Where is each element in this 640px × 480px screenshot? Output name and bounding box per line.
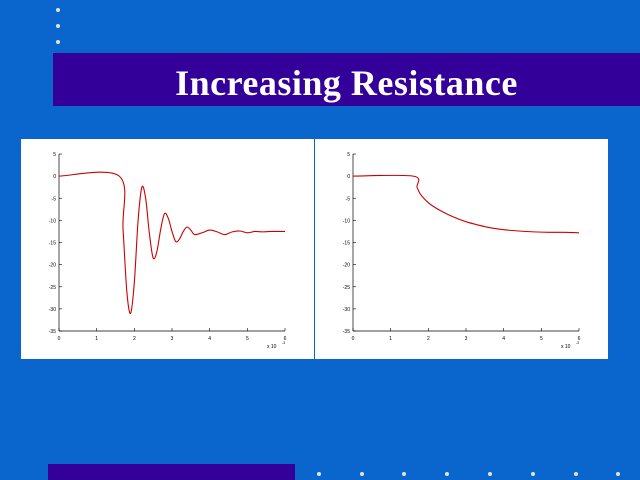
decor-dot-bottom	[531, 472, 535, 476]
x-tick-label: 4	[208, 336, 211, 342]
x-tick-label: 1	[389, 336, 392, 342]
decor-dot-top	[56, 40, 60, 44]
chart-right: 50-5-10-15-20-25-30-350 1 2 3 4 5 6x 10-3	[343, 152, 581, 350]
slide-title: Increasing Resistance	[175, 63, 518, 103]
x-multiplier-exponent: -3	[576, 341, 579, 345]
series-line-left	[58, 171, 285, 314]
y-tick-label: -10	[49, 218, 56, 224]
x-multiplier-label: x 10	[561, 344, 571, 350]
x-tick-label: 0	[58, 336, 61, 342]
y-tick-label: -20	[49, 263, 56, 269]
y-tick-label: 5	[53, 152, 56, 158]
x-multiplier-exponent: -3	[282, 341, 285, 345]
y-tick-label: -30	[49, 307, 56, 313]
decor-dot-bottom	[574, 472, 578, 476]
x-tick-label: 5	[540, 336, 543, 342]
y-tick-label: -15	[49, 241, 56, 247]
decor-dot-bottom	[445, 472, 449, 476]
y-tick-label: -35	[49, 329, 56, 335]
series-line-right	[352, 174, 580, 234]
x-tick-label: 1	[95, 336, 98, 342]
y-tick-label: -10	[343, 218, 350, 224]
title-band: Increasing Resistance	[53, 53, 640, 106]
y-tick-label: 0	[347, 174, 350, 180]
x-tick-label: 0	[352, 336, 355, 342]
decor-dot-bottom	[616, 472, 620, 476]
decor-dot-top	[56, 24, 60, 28]
y-tick-label: -25	[343, 285, 350, 291]
y-tick-label: -5	[346, 196, 351, 202]
x-tick-label: 2	[133, 336, 136, 342]
decor-dot-bottom	[402, 472, 406, 476]
bottom-bar	[48, 464, 295, 480]
x-tick-label: 6	[284, 336, 287, 342]
x-multiplier-label: x 10	[267, 344, 277, 350]
y-tick-label: 0	[53, 174, 56, 180]
y-tick-label: -15	[343, 241, 350, 247]
decor-dot-top	[56, 8, 60, 12]
y-tick-label: -20	[343, 263, 350, 269]
x-tick-label: 5	[246, 336, 249, 342]
y-tick-label: 5	[347, 152, 350, 158]
y-tick-label: -5	[52, 196, 57, 202]
y-tick-label: -30	[343, 307, 350, 313]
x-tick-label: 6	[578, 336, 581, 342]
x-tick-label: 2	[427, 336, 430, 342]
decor-dot-bottom	[317, 472, 321, 476]
x-tick-label: 3	[465, 336, 468, 342]
y-tick-label: -25	[49, 285, 56, 291]
x-tick-label: 4	[502, 336, 505, 342]
chart-left: 50-5-10-15-20-25-30-350 1 2 3 4 5 6x 10-3	[49, 152, 287, 350]
decor-dot-bottom	[360, 472, 364, 476]
y-tick-label: -35	[343, 329, 350, 335]
chart-divider	[314, 139, 315, 359]
decor-dot-bottom	[488, 472, 492, 476]
x-tick-label: 3	[171, 336, 174, 342]
